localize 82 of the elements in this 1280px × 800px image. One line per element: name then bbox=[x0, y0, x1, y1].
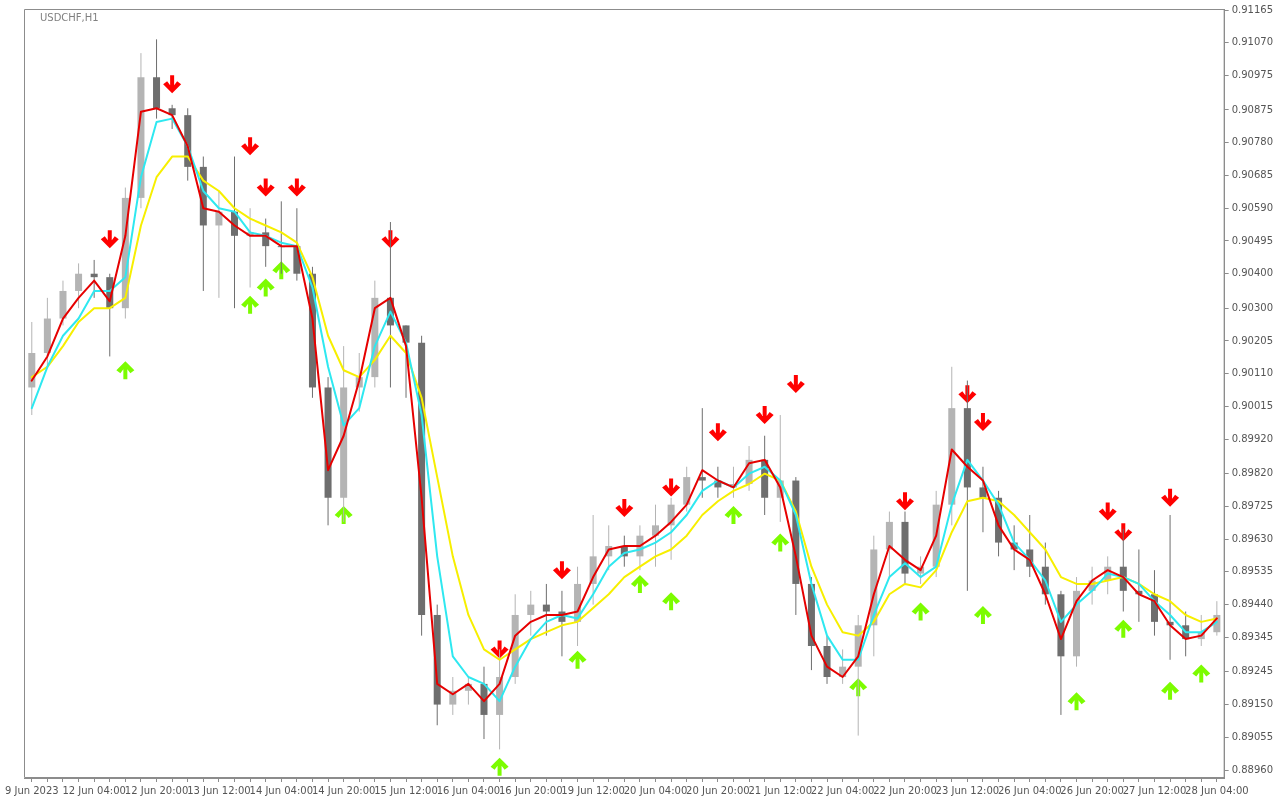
y-tick-label: 0.90110 bbox=[1231, 367, 1274, 379]
point bbox=[568, 650, 587, 669]
candlestick bbox=[698, 407, 706, 499]
point bbox=[662, 478, 681, 497]
candlestick bbox=[168, 104, 176, 130]
y-tick-label: 0.89920 bbox=[1231, 432, 1274, 444]
y-tick-label: 0.88960 bbox=[1231, 763, 1274, 775]
point bbox=[552, 561, 571, 580]
point bbox=[973, 605, 992, 624]
point bbox=[163, 75, 182, 94]
x-tick-label: 16 Jun 04:00 bbox=[436, 784, 501, 796]
y-tick-label: 0.89820 bbox=[1231, 467, 1274, 479]
y-tick-label: 0.90875 bbox=[1231, 103, 1274, 115]
y-tick-label: 0.90590 bbox=[1231, 201, 1274, 213]
point bbox=[662, 592, 681, 611]
point bbox=[755, 406, 774, 425]
point bbox=[241, 295, 260, 314]
point bbox=[1161, 681, 1180, 700]
point bbox=[1114, 619, 1133, 638]
x-tick-label: 12 Jun 20:00 bbox=[124, 784, 189, 796]
point bbox=[724, 506, 743, 524]
point bbox=[911, 602, 930, 621]
candlestick bbox=[542, 583, 550, 637]
y-tick-label: 0.89055 bbox=[1231, 730, 1274, 742]
x-tick-label: 23 Jun 12:00 bbox=[935, 784, 1000, 796]
y-tick-label: 0.90400 bbox=[1231, 267, 1274, 279]
point bbox=[116, 361, 135, 380]
x-tick-label: 16 Jun 20:00 bbox=[499, 784, 563, 796]
point bbox=[973, 412, 992, 431]
point bbox=[786, 375, 805, 394]
point bbox=[490, 640, 509, 659]
point bbox=[615, 499, 634, 518]
point bbox=[1161, 488, 1180, 507]
y-tick-label: 0.90780 bbox=[1231, 136, 1274, 148]
point bbox=[256, 278, 275, 297]
y-tick-label: 0.91165 bbox=[1231, 3, 1274, 15]
x-tick-label: 14 Jun 04:00 bbox=[249, 784, 314, 796]
point bbox=[100, 230, 119, 249]
x-tick-label: 20 Jun 20:00 bbox=[686, 784, 750, 796]
y-tick-label: 0.90015 bbox=[1231, 400, 1274, 412]
x-tick-label: 20 Jun 04:00 bbox=[623, 784, 688, 796]
y-tick-label: 0.90685 bbox=[1231, 169, 1274, 181]
y-tick-label: 0.90495 bbox=[1231, 234, 1274, 246]
x-tick-label: 12 Jun 04:00 bbox=[62, 784, 126, 796]
x-tick-label: 21 Jun 12:00 bbox=[748, 784, 813, 796]
y-tick-label: 0.89150 bbox=[1231, 698, 1274, 710]
x-tick-label: 22 Jun 04:00 bbox=[810, 784, 875, 796]
y-tick-label: 0.91070 bbox=[1231, 36, 1274, 48]
point bbox=[256, 178, 275, 197]
candlestick bbox=[527, 590, 535, 637]
x-tick-label: 19 Jun 12:00 bbox=[561, 784, 625, 796]
candlestick bbox=[75, 262, 83, 309]
chart-title: USDCHF,H1 bbox=[40, 11, 99, 23]
y-tick-label: 0.89535 bbox=[1231, 565, 1274, 577]
point bbox=[1067, 692, 1086, 711]
point bbox=[1192, 664, 1211, 683]
x-tick-label: 28 Jun 04:00 bbox=[1185, 784, 1249, 796]
x-tick-label: 27 Jun 12:00 bbox=[1122, 784, 1187, 796]
point bbox=[490, 757, 509, 776]
point bbox=[708, 423, 727, 442]
x-tick-label: 9 Jun 2023 bbox=[4, 784, 59, 796]
y-tick-label: 0.90975 bbox=[1231, 69, 1274, 81]
y-tick-label: 0.90300 bbox=[1231, 301, 1274, 313]
point bbox=[630, 574, 649, 593]
point bbox=[771, 533, 790, 552]
x-tick-label: 13 Jun 12:00 bbox=[187, 784, 251, 796]
x-tick-label: 15 Jun 12:00 bbox=[374, 784, 438, 796]
point bbox=[1098, 502, 1117, 521]
point bbox=[287, 178, 306, 197]
y-tick-label: 0.89245 bbox=[1231, 665, 1274, 677]
x-tick-label: 22 Jun 20:00 bbox=[873, 784, 937, 796]
y-tick-label: 0.90205 bbox=[1231, 334, 1274, 346]
point bbox=[241, 137, 260, 156]
y-tick-label: 0.89345 bbox=[1231, 630, 1274, 642]
y-tick-label: 0.89725 bbox=[1231, 499, 1274, 511]
point bbox=[896, 492, 914, 511]
point bbox=[272, 261, 291, 280]
x-tick-label: 26 Jun 04:00 bbox=[997, 784, 1062, 796]
y-tick-label: 0.89440 bbox=[1231, 598, 1274, 610]
y-tick-label: 0.89630 bbox=[1231, 532, 1274, 544]
x-tick-label: 26 Jun 20:00 bbox=[1060, 784, 1124, 796]
candlestick bbox=[652, 504, 660, 568]
